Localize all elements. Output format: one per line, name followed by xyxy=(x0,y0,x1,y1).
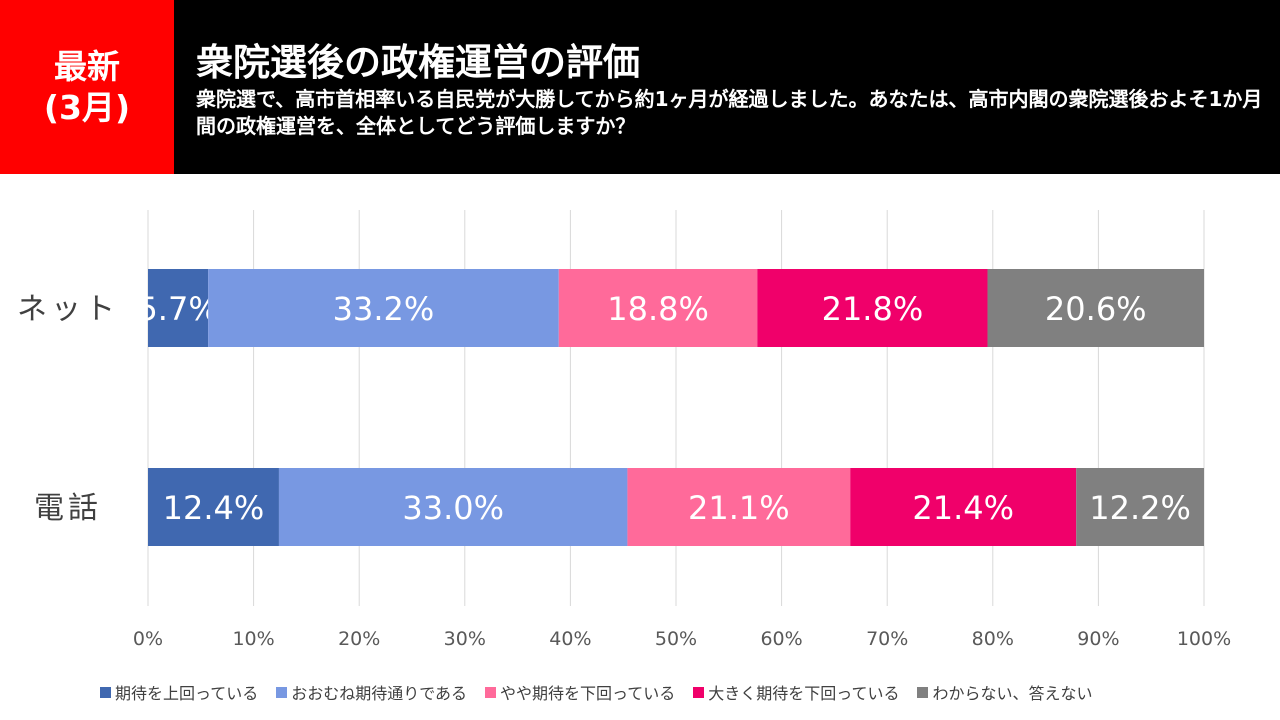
bar-segment xyxy=(278,468,628,546)
legend: 期待を上回っている おおむね期待通りである やや期待を下回っている 大きく期待を下回っ… xyxy=(100,680,1092,704)
bar-segment xyxy=(627,468,851,546)
header: 最新 (3月) 衆院選後の政権運営の評価 衆院選で、高市首相率いる自民党が大勝し… xyxy=(0,0,1280,174)
category-label: 電話 xyxy=(34,491,102,526)
data-label: 5.7% xyxy=(137,290,218,328)
x-tick-label: 30% xyxy=(444,628,486,650)
legend-item: やや期待を下回っている xyxy=(485,680,675,704)
latest-badge: 最新 (3月) xyxy=(0,0,174,174)
legend-swatch xyxy=(485,686,497,698)
x-tick-label: 60% xyxy=(760,628,802,650)
data-label: 33.0% xyxy=(402,489,504,527)
x-tick-label: 70% xyxy=(866,628,908,650)
legend-swatch xyxy=(693,686,705,698)
legend-label: やや期待を下回っている xyxy=(500,684,676,703)
legend-label: 期待を上回っている xyxy=(115,684,259,703)
data-label: 21.1% xyxy=(688,489,790,527)
legend-label: おおむね期待通りである xyxy=(291,684,468,703)
legend-swatch xyxy=(100,686,111,698)
x-tick-label: 40% xyxy=(549,628,591,650)
x-tick-label: 90% xyxy=(1077,628,1119,650)
bar-segment xyxy=(148,269,209,347)
bar-segment xyxy=(558,269,758,347)
legend-item: わからない、答えない xyxy=(917,680,1092,704)
legend-item: 大きく期待を下回っている xyxy=(693,680,899,704)
legend-label: わからない、答えない xyxy=(932,684,1093,703)
legend-label: 大きく期待を下回っている xyxy=(708,684,900,703)
bar-segment xyxy=(757,269,988,347)
badge-line1: 最新 xyxy=(54,46,120,86)
x-tick-label: 50% xyxy=(655,628,697,650)
x-tick-label: 10% xyxy=(232,628,274,650)
data-label: 21.4% xyxy=(912,489,1014,527)
survey-question: 衆院選で、高市首相率いる自民党が大勝してから約1ヶ月が経過しました。あなたは、高… xyxy=(196,87,1263,138)
bar-segment xyxy=(148,468,279,546)
x-tick-label: 0% xyxy=(133,628,163,650)
x-tick-label: 20% xyxy=(338,628,380,650)
data-label: 12.2% xyxy=(1089,489,1191,527)
bar-segment xyxy=(850,468,1077,546)
data-label: 21.8% xyxy=(822,290,924,328)
x-tick-label: 100% xyxy=(1177,628,1231,650)
legend-item: 期待を上回っている xyxy=(100,680,258,704)
badge-line2: (3月) xyxy=(43,88,131,127)
data-label: 20.6% xyxy=(1045,290,1147,328)
x-tick-label: 80% xyxy=(972,628,1014,650)
legend-swatch xyxy=(276,686,288,698)
legend-swatch xyxy=(917,686,929,698)
data-label: 18.8% xyxy=(607,290,709,328)
legend-item: おおむね期待通りである xyxy=(276,680,467,704)
bar-segment xyxy=(987,269,1204,347)
data-label: 12.4% xyxy=(163,489,265,527)
chart-title: 衆院選後の政権運営の評価 xyxy=(196,41,640,84)
category-label: ネット xyxy=(17,292,119,327)
bar-segment xyxy=(208,269,559,347)
bar-segment xyxy=(1076,468,1204,546)
data-label: 33.2% xyxy=(333,290,435,328)
